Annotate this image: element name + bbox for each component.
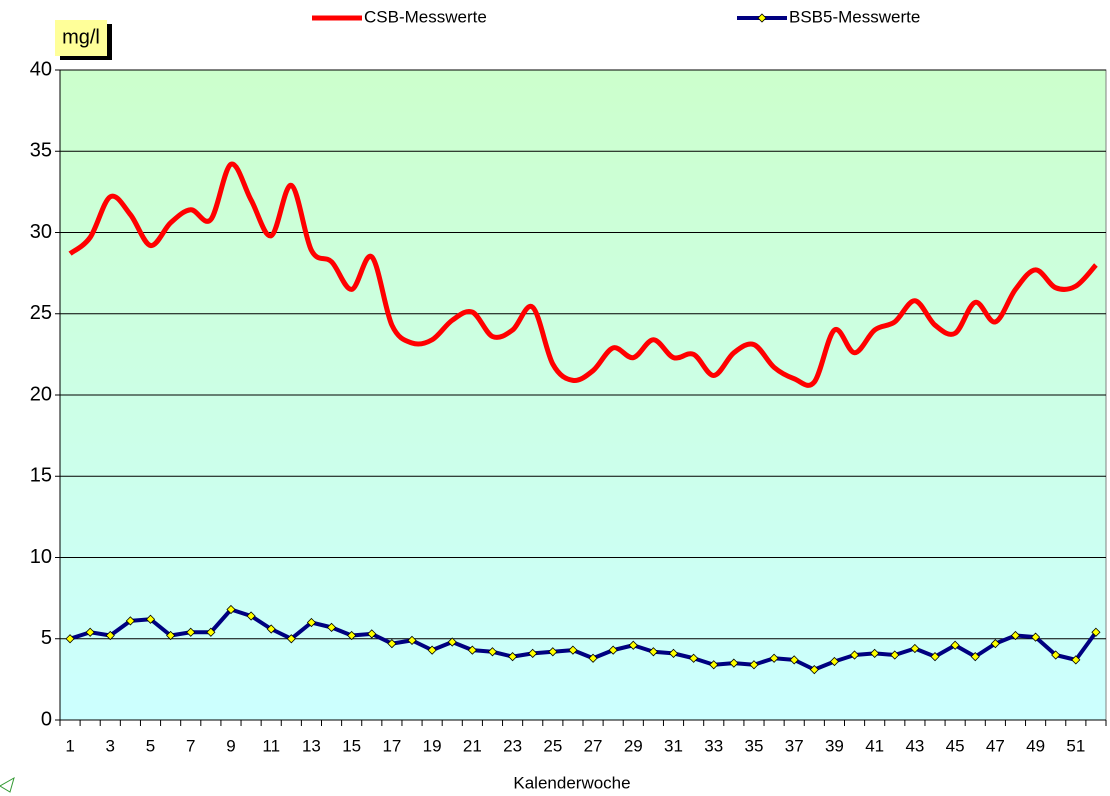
x-tick-label: 7 (186, 736, 195, 755)
data-point (1091, 627, 1101, 637)
legend-label: BSB5-Messwerte (789, 7, 920, 26)
x-tick-label: 41 (865, 736, 884, 755)
data-point (447, 637, 457, 647)
x-tick-label: 27 (584, 736, 603, 755)
y-tick-label: 0 (41, 708, 52, 730)
data-point (427, 645, 437, 655)
data-point (890, 650, 900, 660)
data-point (166, 630, 176, 641)
data-point (206, 627, 216, 637)
data-point (105, 630, 115, 641)
data-point (849, 650, 860, 660)
y-tick-label: 40 (30, 58, 52, 80)
x-tick-label: 25 (543, 736, 562, 755)
data-point (186, 627, 196, 637)
y-tick-label: 25 (30, 302, 52, 324)
data-point (789, 655, 799, 665)
data-point (528, 648, 538, 658)
data-point (829, 656, 840, 667)
x-tick-label: 29 (624, 736, 643, 755)
data-point (1010, 630, 1021, 641)
data-point (1071, 655, 1081, 665)
data-point (648, 647, 658, 657)
x-tick-label: 31 (664, 736, 683, 755)
x-tick-label: 21 (463, 736, 482, 755)
x-tick-label: 15 (342, 736, 361, 755)
data-point (608, 645, 618, 655)
data-point (970, 652, 980, 662)
series-line (68, 161, 1098, 388)
x-tick-label: 39 (825, 736, 844, 755)
y-tick-label: 15 (30, 465, 52, 487)
x-tick-label: 5 (146, 736, 155, 755)
data-point (467, 645, 477, 655)
data-point (508, 652, 518, 662)
corner-mark (0, 776, 15, 793)
data-point (246, 611, 256, 621)
data-point (1031, 632, 1041, 642)
x-tick-label: 11 (262, 736, 280, 755)
x-tick-label: 45 (946, 736, 965, 755)
y-tick-label: 5 (41, 627, 52, 649)
y-tick-label: 35 (30, 140, 52, 162)
x-tick-label: 37 (785, 736, 804, 755)
data-point (326, 622, 337, 632)
y-tick-label: 20 (30, 383, 52, 405)
y-tick-label: 10 (30, 546, 52, 568)
data-point (487, 647, 498, 657)
data-point (1051, 650, 1061, 660)
x-tick-label: 47 (986, 736, 1005, 755)
data-point (668, 648, 679, 658)
x-tick-label: 51 (1066, 736, 1085, 755)
x-tick-label: 17 (382, 736, 401, 755)
series-line (69, 607, 1098, 672)
data-point (266, 624, 276, 634)
legend-marker (757, 13, 767, 23)
x-tick-label: 19 (423, 736, 442, 755)
data-point (286, 634, 296, 644)
x-tick-label: 13 (302, 736, 321, 755)
data-point (367, 629, 377, 639)
data-point (65, 634, 75, 644)
label-box (55, 20, 107, 56)
x-tick-label: 49 (1026, 736, 1045, 755)
x-tick-label: 1 (65, 736, 74, 755)
data-point (769, 653, 779, 663)
data-point (930, 652, 940, 662)
data-point (306, 617, 317, 628)
data-point (689, 653, 699, 663)
data-point (749, 660, 759, 670)
data-point (809, 665, 819, 675)
y-axis-label: mg/l (62, 26, 100, 48)
x-tick-label: 43 (905, 736, 924, 755)
data-point (125, 616, 135, 626)
data-point (588, 653, 598, 663)
data-point (347, 630, 357, 641)
data-point (950, 640, 960, 650)
legend-label: CSB-Messwerte (364, 7, 487, 26)
data-point (990, 639, 1000, 649)
x-tick-label: 35 (745, 736, 764, 755)
data-point (85, 627, 95, 637)
x-tick-label: 9 (226, 736, 235, 755)
data-point (910, 643, 920, 654)
y-tick-label: 30 (30, 221, 52, 243)
data-point (870, 648, 880, 658)
data-point (226, 604, 236, 615)
x-tick-label: 3 (106, 736, 115, 755)
data-point (387, 639, 397, 649)
data-point (628, 640, 638, 650)
data-point (407, 635, 417, 645)
data-point (548, 647, 558, 657)
data-point (709, 660, 719, 670)
x-tick-label: 23 (503, 736, 522, 755)
data-point (145, 614, 156, 624)
data-point (729, 658, 739, 668)
x-axis-title: Kalenderwoche (513, 773, 630, 792)
x-tick-label: 33 (704, 736, 723, 755)
data-point (568, 645, 578, 655)
